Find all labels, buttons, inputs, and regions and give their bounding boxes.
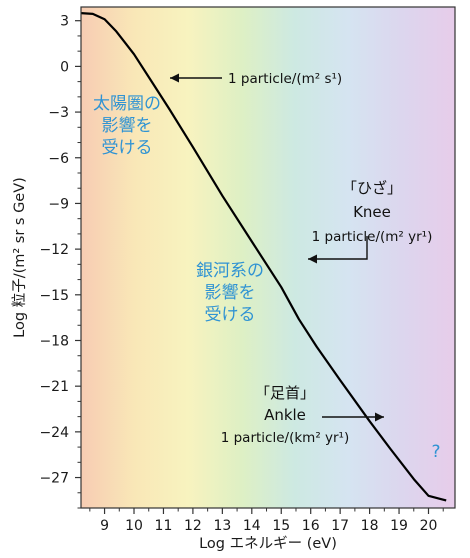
flux-series-line [80, 12, 447, 502]
annotation-arrowhead [170, 73, 179, 83]
plot-background [81, 7, 455, 508]
annotation-heliosphere-line: 影響を [102, 116, 153, 136]
annotation-ankle-line: Ankle [264, 406, 306, 424]
annotation-galaxy-line: 受ける [205, 305, 256, 325]
plot-frame [80, 6, 456, 509]
y-tick-label: −3 [48, 105, 69, 121]
annotation-galaxy-line: 銀河系の [196, 261, 264, 281]
annotation-heliosphere-line: 受ける [102, 138, 153, 158]
annotation-ankle-line: 1 particle/(km² yr¹) [221, 430, 350, 446]
axis-ticks: 9 10 11 12 13 14 15 16 17 18 19 20 3 0 −3 −6 −9 −12 −15 −18… [39, 14, 444, 534]
x-tick-label: 14 [243, 518, 261, 534]
x-tick-label: 13 [213, 518, 231, 534]
annotation-knee-line: 「ひざ」 [342, 179, 402, 197]
x-tick-label: 15 [272, 518, 290, 534]
annotation-ankle-line: 「足首」 [255, 384, 315, 402]
y-tick-label: −12 [39, 242, 69, 258]
y-tick-label: −9 [48, 196, 69, 212]
x-tick-label: 10 [125, 518, 143, 534]
annotation-unknown-mark: ? [431, 442, 440, 462]
y-tick-label: 3 [60, 14, 69, 30]
x-tick-label: 9 [100, 518, 109, 534]
x-tick-label: 17 [331, 518, 349, 534]
y-tick-label: −6 [48, 151, 69, 167]
y-tick-label: −15 [39, 288, 69, 304]
annotation-arrowhead [308, 254, 317, 264]
x-tick-label: 16 [302, 518, 320, 534]
y-tick-label: 0 [60, 59, 69, 75]
y-tick-label: −18 [39, 333, 69, 349]
annotation-arrowhead [375, 412, 384, 422]
y-tick-label: −21 [39, 379, 69, 395]
annotation-1-particle-m2-s: 1 particle/(m² s¹) [228, 71, 342, 87]
x-tick-label: 18 [361, 518, 379, 534]
annotation-heliosphere-line: 太陽圏の [93, 94, 161, 114]
y-axis-label: Log 粒子/(m² sr s GeV) [11, 177, 28, 338]
x-tick-label: 11 [155, 518, 173, 534]
x-tick-label: 19 [390, 518, 408, 534]
x-axis-label: Log エネルギー (eV) [199, 535, 337, 552]
x-tick-label: 20 [420, 518, 438, 534]
x-tick-label: 12 [184, 518, 202, 534]
y-tick-label: −24 [39, 425, 69, 441]
annotation-arrow [308, 236, 368, 260]
y-tick-label: −27 [39, 471, 69, 487]
annotation-galaxy-line: 影響を [205, 283, 256, 303]
annotation-knee-line: 1 particle/(m² yr¹) [312, 229, 433, 245]
annotation-knee-line: Knee [353, 203, 391, 221]
